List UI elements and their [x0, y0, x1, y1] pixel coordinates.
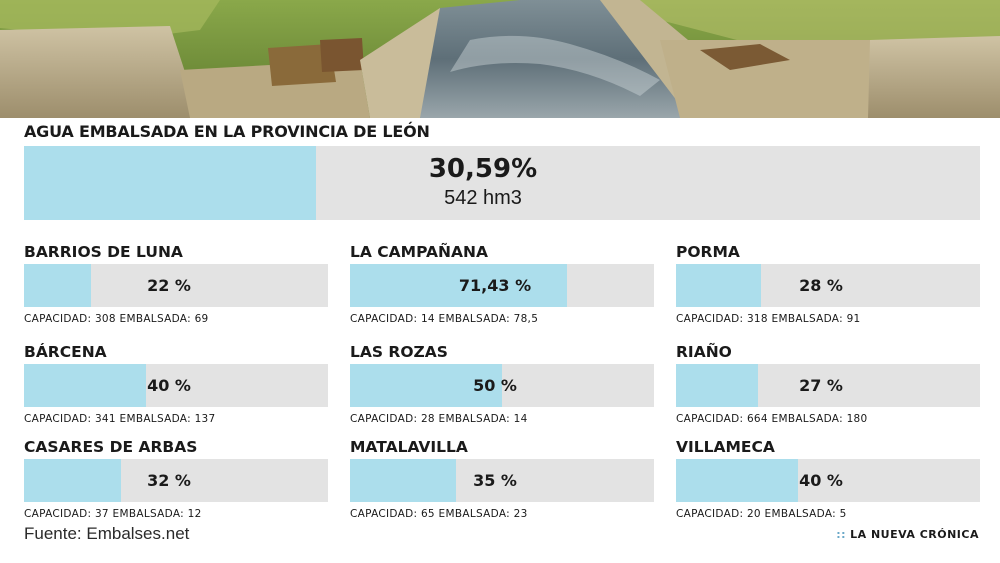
reservoir-name: PORMA: [676, 243, 740, 261]
reservoir-bar: 32 %: [24, 459, 328, 502]
reservoir-percent: 22 %: [147, 276, 191, 295]
chart-title: AGUA EMBALSADA EN LA PROVINCIA DE LEÓN: [24, 122, 430, 141]
reservoir-card: RIAÑO 27 % CAPACIDAD: 664 EMBALSADA: 180: [676, 343, 980, 433]
reservoir-capacity: CAPACIDAD: 37 EMBALSADA: 12: [24, 508, 202, 520]
reservoir-bar: 35 %: [350, 459, 654, 502]
brand-credit: :: LA NUEVA CRÓNICA: [836, 528, 979, 541]
reservoir-name: MATALAVILLA: [350, 438, 468, 456]
reservoir-capacity: CAPACIDAD: 341 EMBALSADA: 137: [24, 413, 216, 425]
reservoir-bar-fill: [350, 459, 457, 502]
reservoir-capacity: CAPACIDAD: 28 EMBALSADA: 14: [350, 413, 528, 425]
reservoir-bar-fill: [676, 459, 798, 502]
reservoir-card: BARRIOS DE LUNA 22 % CAPACIDAD: 308 EMBALS…: [24, 243, 328, 333]
source-note: Fuente: Embalses.net: [24, 524, 190, 543]
reservoir-capacity: CAPACIDAD: 664 EMBALSADA: 180: [676, 413, 868, 425]
reservoir-percent: 27 %: [799, 376, 843, 395]
reservoir-capacity: CAPACIDAD: 20 EMBALSADA: 5: [676, 508, 847, 520]
reservoir-card: BÁRCENA 40 % CAPACIDAD: 341 EMBALSADA: 137: [24, 343, 328, 433]
total-bar: 30,59% 542 hm3: [24, 146, 980, 220]
reservoir-percent: 40 %: [147, 376, 191, 395]
total-bar-fill: [24, 146, 317, 220]
reservoir-percent: 40 %: [799, 471, 843, 490]
reservoir-percent: 71,43 %: [458, 276, 532, 295]
reservoir-capacity: CAPACIDAD: 14 EMBALSADA: 78,5: [350, 313, 539, 325]
reservoir-bar: 28 %: [676, 264, 980, 307]
reservoir-bar: 40 %: [24, 364, 328, 407]
reservoir-name: VILLAMECA: [676, 438, 775, 456]
reservoir-bar-fill: [350, 364, 502, 407]
reservoir-name: CASARES DE ARBAS: [24, 438, 198, 456]
reservoir-card: MATALAVILLA 35 % CAPACIDAD: 65 EMBALSADA: …: [350, 438, 654, 528]
header-photo: [0, 0, 1000, 118]
reservoir-bar: 27 %: [676, 364, 980, 407]
reservoir-capacity: CAPACIDAD: 318 EMBALSADA: 91: [676, 313, 861, 325]
reservoir-bar-fill: [350, 264, 568, 307]
brand-dots-icon: ::: [836, 528, 847, 541]
reservoir-name: LA CAMPAÑANA: [350, 243, 488, 261]
reservoir-bar: 71,43 %: [350, 264, 654, 307]
reservoir-name: BARRIOS DE LUNA: [24, 243, 183, 261]
reservoir-card: VILLAMECA 40 % CAPACIDAD: 20 EMBALSADA: 5: [676, 438, 980, 528]
reservoir-bar-fill: [24, 459, 122, 502]
reservoir-bar-fill: [676, 264, 762, 307]
reservoir-card: PORMA 28 % CAPACIDAD: 318 EMBALSADA: 91: [676, 243, 980, 333]
reservoir-bar-fill: [24, 364, 146, 407]
reservoir-bar: 22 %: [24, 264, 328, 307]
reservoir-card: LAS ROZAS 50 % CAPACIDAD: 28 EMBALSADA: 14: [350, 343, 654, 433]
reservoir-card: CASARES DE ARBAS 32 % CAPACIDAD: 37 EMBALS…: [24, 438, 328, 528]
reservoir-percent: 32 %: [147, 471, 191, 490]
brand-name: LA NUEVA CRÓNICA: [850, 528, 979, 541]
reservoir-bar-fill: [676, 364, 759, 407]
reservoir-bar-fill: [24, 264, 91, 307]
reservoir-percent: 35 %: [473, 471, 517, 490]
canal-photo-illustration: [0, 0, 1000, 118]
total-percent: 30,59%: [428, 154, 538, 184]
reservoir-percent: 28 %: [799, 276, 843, 295]
reservoir-bar: 50 %: [350, 364, 654, 407]
reservoir-card: LA CAMPAÑANA 71,43 % CAPACIDAD: 14 EMBALSA…: [350, 243, 654, 333]
reservoir-name: RIAÑO: [676, 343, 732, 361]
reservoir-bar: 40 %: [676, 459, 980, 502]
reservoir-percent: 50 %: [473, 376, 517, 395]
total-volume: 542 hm3: [444, 187, 522, 209]
reservoir-capacity: CAPACIDAD: 308 EMBALSADA: 69: [24, 313, 209, 325]
reservoir-capacity: CAPACIDAD: 65 EMBALSADA: 23: [350, 508, 528, 520]
reservoir-name: BÁRCENA: [24, 343, 107, 361]
reservoir-name: LAS ROZAS: [350, 343, 448, 361]
